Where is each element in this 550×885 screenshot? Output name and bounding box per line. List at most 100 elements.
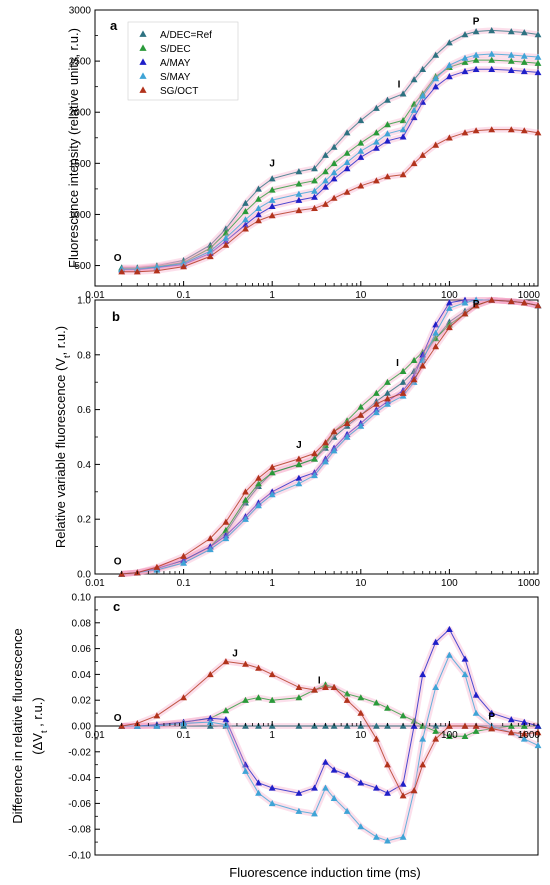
data-point: [268, 784, 276, 791]
data-point: [488, 56, 496, 63]
data-point: [222, 526, 230, 533]
data-point: [384, 837, 391, 844]
data-point: [322, 177, 329, 184]
panel-c-annotation-j: J: [232, 648, 238, 659]
panel-a-series-a-may: [118, 65, 542, 273]
data-point: [399, 367, 407, 374]
panel-c-y-tick-label: -0.04: [68, 773, 91, 784]
data-point: [488, 709, 496, 716]
data-point: [507, 28, 515, 35]
data-point: [399, 90, 407, 97]
panel-b-y-tick-label: 0.4: [77, 460, 91, 471]
panel-c-y-tick-label: 0.04: [72, 670, 92, 681]
legend-box: [127, 21, 239, 101]
panel-b-x-tick-label: 0.01: [85, 578, 105, 589]
data-point: [311, 165, 318, 172]
data-point: [357, 153, 365, 160]
data-point: [534, 129, 542, 136]
data-point: [520, 67, 528, 75]
data-point: [410, 376, 418, 383]
data-point: [222, 535, 230, 542]
data-point: [446, 304, 453, 311]
data-point: [432, 727, 440, 734]
legend-label: S/DEC: [160, 44, 191, 55]
data-point: [419, 92, 427, 99]
data-point: [472, 727, 480, 734]
data-point: [222, 518, 230, 525]
data-point: [322, 458, 329, 465]
data-point: [419, 356, 427, 363]
data-point: [446, 134, 453, 141]
data-point: [373, 138, 380, 145]
data-point: [311, 193, 318, 200]
data-point: [268, 491, 276, 498]
data-point: [446, 732, 453, 739]
data-point: [322, 168, 329, 175]
data-point: [432, 335, 440, 342]
data-point: [488, 725, 496, 732]
series-line: [121, 654, 539, 842]
data-point: [419, 671, 427, 678]
data-point: [242, 225, 249, 232]
panel-a-x-tick-label: 0.01: [85, 290, 105, 301]
data-point: [295, 196, 303, 203]
legend-marker: [139, 58, 147, 65]
data-point: [343, 690, 351, 697]
data-point: [180, 559, 187, 566]
panel-c-y-tick-label: 0.06: [72, 644, 92, 655]
data-point: [268, 671, 276, 678]
data-point: [311, 810, 318, 817]
data-point: [206, 535, 214, 542]
legend-label: SG/OCT: [160, 86, 198, 97]
data-point: [255, 694, 262, 701]
data-point: [357, 779, 365, 786]
data-point: [330, 683, 338, 690]
data-point: [446, 299, 453, 306]
data-point: [357, 823, 365, 830]
series-line: [121, 684, 538, 737]
data-point: [343, 129, 351, 136]
data-point: [206, 671, 214, 678]
data-point: [295, 180, 303, 187]
data-point: [357, 709, 365, 716]
data-point: [384, 395, 391, 402]
data-point: [153, 263, 161, 270]
panel-a-ylabel: Fluorescence intensity (relative units, …: [66, 28, 81, 268]
data-point: [373, 400, 380, 407]
data-point: [180, 260, 187, 267]
data-point: [322, 200, 329, 207]
series-halo: [121, 652, 540, 844]
data-point: [242, 216, 249, 223]
panel-c-y-tick-label: -0.02: [68, 747, 91, 758]
series-line: [121, 68, 539, 271]
data-point: [461, 732, 469, 739]
data-point: [222, 229, 230, 236]
panel-a-x-tick-label: 1000: [518, 290, 541, 301]
data-point: [311, 187, 318, 194]
data-point: [343, 165, 351, 172]
data-point: [242, 208, 249, 215]
data-point: [520, 730, 528, 737]
panel-c-annotation-o: O: [114, 713, 122, 724]
data-point: [446, 324, 453, 331]
panel-c-y-tick-label: 0.00: [72, 722, 92, 733]
data-point: [330, 766, 338, 773]
panel-b-chart: 0.01 0.1 1 10 100 1000 0.0 0.2 0.4 0.6 0.8 1.0 O J I…: [53, 296, 542, 589]
data-point: [432, 141, 440, 148]
panel-a-chart: 0.01 0.1 1 10 100 1000 500 1000 1500 2000 2500 300…: [66, 6, 542, 301]
series-line: [121, 299, 539, 575]
panel-c-x-tick-label: 10: [355, 730, 367, 741]
data-point: [206, 253, 214, 260]
data-point: [507, 51, 515, 58]
data-point: [410, 787, 418, 794]
panel-c-ylabel-pre: (ΔV: [30, 733, 45, 755]
data-point: [432, 83, 440, 90]
data-point: [534, 53, 542, 60]
panel-c-y-tick-label: -0.06: [68, 799, 91, 810]
data-point: [419, 151, 427, 158]
panel-c-annotation-i: I: [318, 675, 321, 686]
data-point: [488, 27, 496, 34]
data-point: [507, 729, 515, 736]
panel-b-y-tick-label: 0.8: [77, 350, 91, 361]
